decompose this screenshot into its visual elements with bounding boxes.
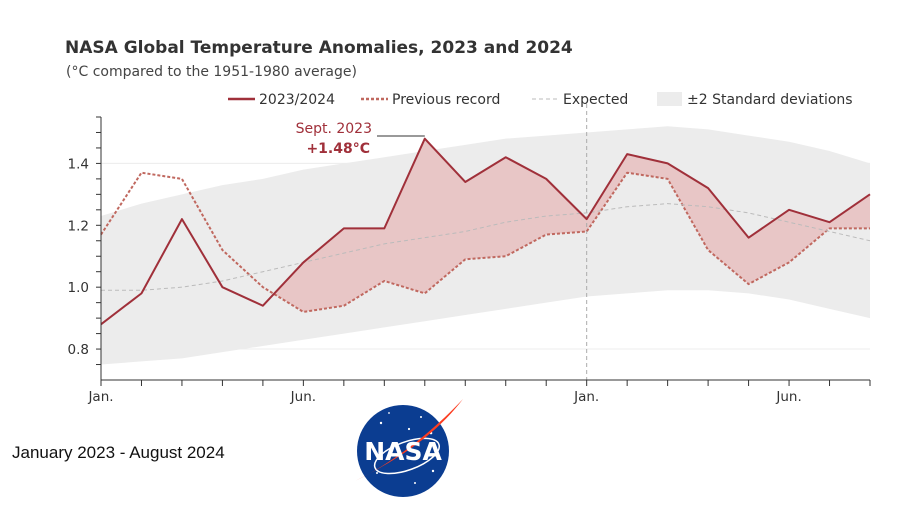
fill-between-group [101,138,870,312]
x-tick-label: Jan. [87,389,113,405]
legend-label-std-band: ±2 Standard deviations [687,92,853,108]
y-tick-label: 1.2 [68,218,89,234]
legend-swatch-std-band [657,92,682,106]
nasa-logo: NASA [355,399,463,497]
fill-between-area [101,138,870,312]
line-2023-2024 [100,137,871,326]
chart-subtitle: (°C compared to the 1951-1980 average) [66,64,357,80]
legend-label-2023-2024: 2023/2024 [259,92,335,108]
annotation-date: Sept. 2023 [296,121,372,137]
y-tick-label: 1.0 [68,280,89,296]
legend: 2023/2024 Previous record Expected ±2 St… [228,92,853,108]
axes: 0.8 1.0 1.2 1.4 Jan. Jun. Jan. Jun. [68,116,871,405]
legend-label-expected: Expected [563,92,628,108]
line-previous-record [100,171,870,313]
y-tick-label: 0.8 [68,342,89,358]
legend-label-previous-record: Previous record [392,92,500,108]
plot-area [100,104,871,380]
y-tick-label: 1.4 [68,156,89,172]
annotation-value: +1.48°C [306,141,370,157]
x-tick-label: Jun. [290,389,316,405]
line-expected [101,203,871,291]
nasa-logo-orbit [373,437,440,475]
peak-annotation: Sept. 2023 +1.48°C [296,121,425,157]
x-tick-label: Jan. [573,389,599,405]
nasa-logo-stars [370,412,435,484]
nasa-logo-circle [357,405,449,497]
x-tick-label: Jun. [775,389,801,405]
chart-title: NASA Global Temperature Anomalies, 2023 … [65,38,573,58]
nasa-logo-text: NASA [364,437,442,466]
date-range-caption: January 2023 - August 2024 [12,443,225,462]
